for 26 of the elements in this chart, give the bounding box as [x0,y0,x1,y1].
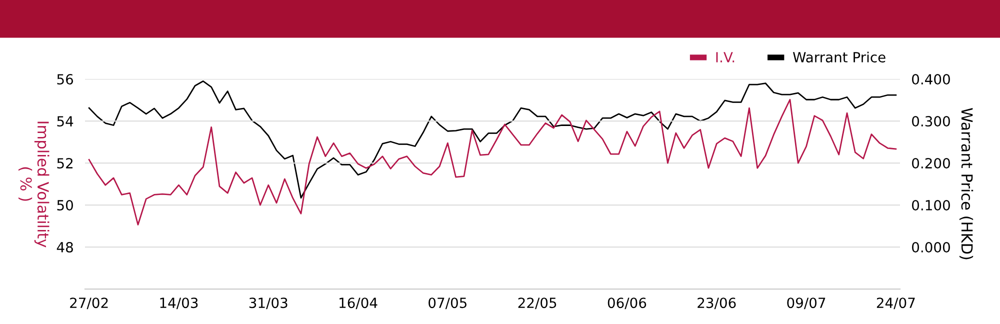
y2-tick-label: 0.300 [912,116,950,127]
line-series [88,80,897,199]
x-tick-label: 06/06 [608,298,646,310]
y-axis-title: Implied Volatility ( % ) [18,122,50,248]
y-tick-label: 50 [57,200,73,210]
y2-tick-label: 0.400 [912,74,950,85]
x-tick-label: 27/02 [70,298,108,310]
y-tick-label: 52 [57,158,72,169]
x-tick-label: 22/05 [518,298,556,310]
x-tick-label: 16/04 [340,298,378,310]
x-tick-label: 31/03 [249,298,288,310]
y-tick-label: 54 [57,116,74,127]
legend-label: I.V. [716,52,734,62]
x-tick-label: 23/06 [698,298,736,310]
y2-tick-label: 0.000 [912,242,950,252]
x-tick-label: 07/05 [428,298,466,310]
x-tick-label: 14/03 [160,298,198,310]
y-tick-label: 56 [57,74,74,85]
x-tick-label: 09/07 [787,298,826,310]
x-tick-label: 24/07 [876,298,915,310]
line-series [88,98,897,226]
y2-tick-label: 0.200 [912,158,950,169]
y2-axis-title: Warrant Price (HKD) [959,108,974,260]
y-tick-label: 48 [56,242,73,252]
y2-tick-label: 0.100 [912,200,950,210]
legend-label: Warrant Price [792,52,886,62]
